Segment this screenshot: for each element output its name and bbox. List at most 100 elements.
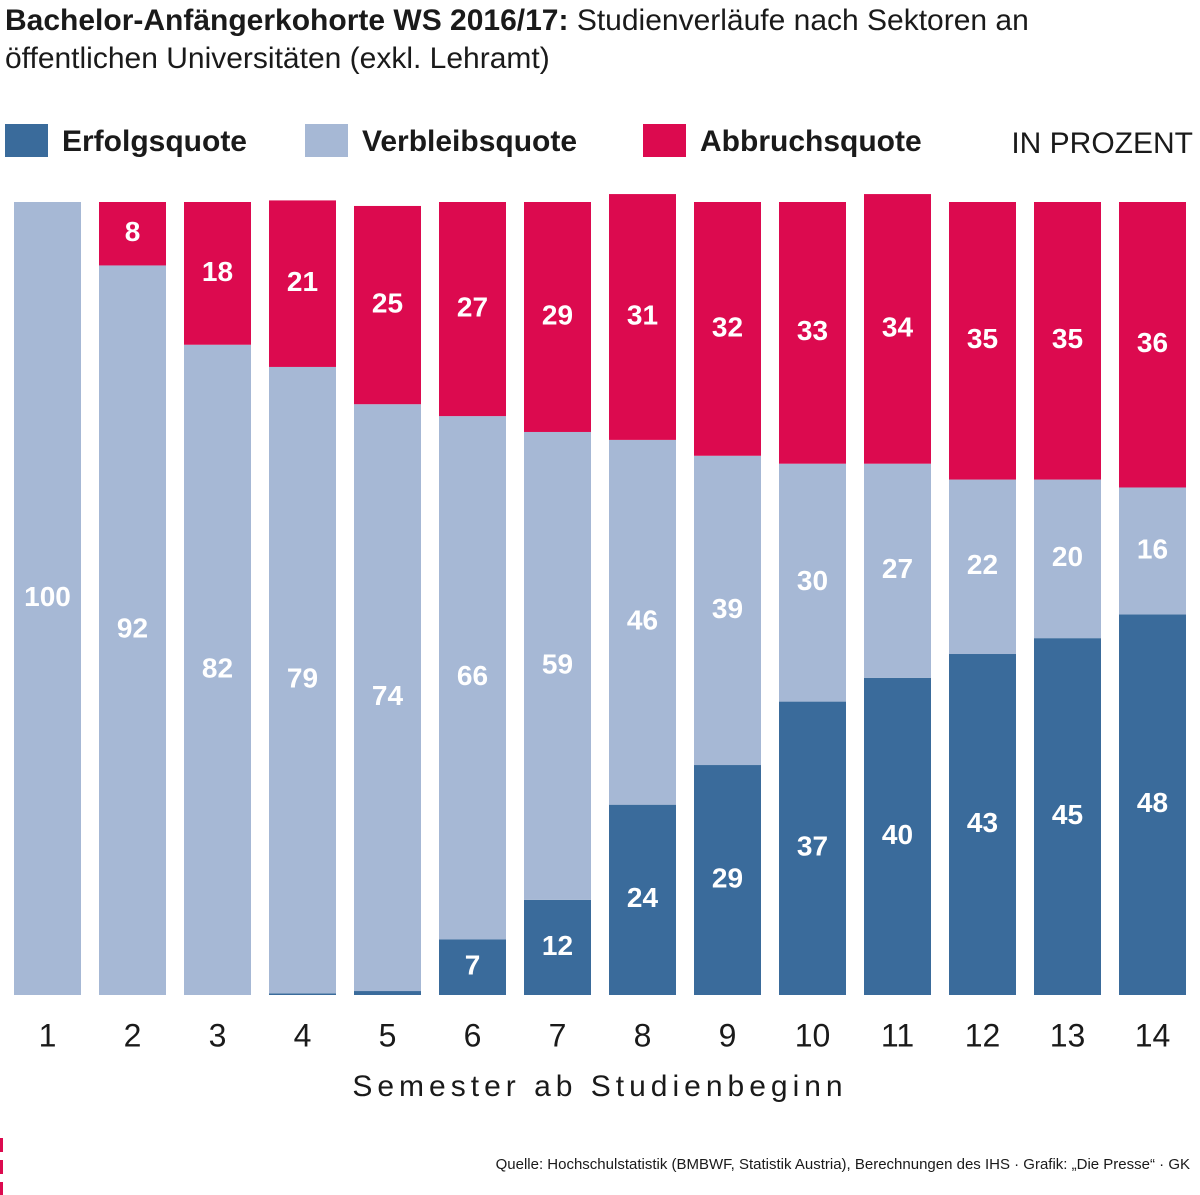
- bar-segment: [864, 677, 931, 995]
- decoration: [0, 1138, 3, 1152]
- data-label: 39: [712, 593, 743, 624]
- data-label: 27: [457, 291, 488, 322]
- bar-segment: [269, 993, 336, 995]
- data-label: 43: [967, 807, 998, 838]
- bar-segment: [354, 205, 421, 405]
- x-tick-label: 10: [795, 1017, 831, 1053]
- data-label: 24: [627, 882, 659, 913]
- bar-segment: [1034, 479, 1101, 639]
- x-tick-label: 6: [464, 1017, 482, 1053]
- bar-segment: [439, 202, 506, 417]
- bar-segment: [354, 404, 421, 992]
- data-label: 25: [372, 287, 403, 318]
- bar-segment: [779, 202, 846, 464]
- decoration: [0, 1160, 3, 1174]
- bar-segment: [439, 416, 506, 940]
- unit-label: IN PROZENT: [1011, 127, 1193, 160]
- legend-swatch: [5, 124, 48, 157]
- bar-segment: [354, 991, 421, 995]
- x-tick-label: 8: [634, 1017, 652, 1053]
- bar-segment: [99, 202, 166, 266]
- data-label: 37: [797, 831, 828, 862]
- bar-segment: [184, 344, 251, 995]
- bar-segment: [184, 202, 251, 345]
- data-label: 100: [24, 581, 71, 612]
- bar-segment: [1034, 638, 1101, 995]
- bar-segment: [694, 202, 761, 456]
- data-label: 79: [287, 663, 318, 694]
- x-tick-label: 3: [209, 1017, 227, 1053]
- chart-subtitle: Studienverläufe nach Sektoren an öffentl…: [5, 4, 1029, 75]
- legend-swatch: [643, 124, 686, 157]
- data-label: 22: [967, 549, 998, 580]
- data-label: 8: [125, 216, 141, 247]
- data-label: 21: [287, 266, 318, 297]
- x-tick-label: 13: [1050, 1017, 1086, 1053]
- bar-segment: [949, 654, 1016, 995]
- source: Quelle: Hochschulstatistik (BMBWF, Stati…: [496, 1156, 1190, 1173]
- bar-segment: [1034, 202, 1101, 480]
- data-label: 82: [202, 652, 233, 683]
- data-label: 40: [882, 819, 913, 850]
- decoration: [0, 1182, 3, 1195]
- data-label: 92: [117, 613, 148, 644]
- bar-segment: [864, 463, 931, 678]
- data-label: 45: [1052, 799, 1083, 830]
- bar-segment: [439, 939, 506, 995]
- data-label: 16: [1137, 533, 1168, 564]
- bar-segment: [524, 202, 591, 432]
- data-label: 29: [542, 299, 573, 330]
- data-label: 33: [797, 315, 828, 346]
- bar-segment: [1119, 202, 1186, 488]
- bar-segment: [609, 439, 676, 805]
- x-tick-label: 12: [965, 1017, 1001, 1053]
- legend-label: Verbleibsquote: [362, 125, 577, 158]
- x-tick-label: 2: [124, 1017, 142, 1053]
- data-label: 7: [465, 950, 481, 981]
- bar-segment: [779, 463, 846, 702]
- data-label: 36: [1137, 327, 1168, 358]
- data-label: 46: [627, 605, 658, 636]
- data-label: 35: [1052, 323, 1083, 354]
- x-tick-label: 4: [294, 1017, 312, 1053]
- legend-label: Abbruchsquote: [700, 125, 922, 158]
- bar-segment: [269, 200, 336, 367]
- bar-segment: [949, 479, 1016, 655]
- bar-segment: [1119, 614, 1186, 995]
- data-label: 27: [882, 553, 913, 584]
- bar-segment: [99, 265, 166, 995]
- x-tick-label: 14: [1135, 1017, 1171, 1053]
- bar-segment: [609, 804, 676, 995]
- data-label: 74: [372, 680, 404, 711]
- x-tick-label: 5: [379, 1017, 397, 1053]
- data-label: 20: [1052, 541, 1083, 572]
- chart-title: Bachelor-Anfängerkohorte WS 2016/17:: [5, 4, 569, 37]
- data-label: 31: [627, 299, 658, 330]
- x-tick-label: 11: [881, 1017, 914, 1053]
- data-label: 35: [967, 323, 998, 354]
- data-label: 12: [542, 930, 573, 961]
- bar-segment: [1119, 487, 1186, 615]
- x-tick-label: 7: [549, 1017, 567, 1053]
- header: Bachelor-Anfängerkohorte WS 2016/17: Stu…: [5, 2, 1190, 78]
- bar-segment: [609, 194, 676, 440]
- bar-segment: [864, 194, 931, 464]
- bar-segment: [694, 455, 761, 766]
- bar-segment: [694, 765, 761, 995]
- data-label: 48: [1137, 787, 1168, 818]
- data-label: 59: [542, 648, 573, 679]
- data-label: 34: [882, 311, 914, 342]
- bar-segment: [524, 899, 591, 995]
- data-label: 18: [202, 256, 233, 287]
- x-tick-label: 9: [719, 1017, 737, 1053]
- data-label: 32: [712, 311, 743, 342]
- legend-label: Erfolgsquote: [62, 125, 247, 158]
- data-label: 66: [457, 660, 488, 691]
- data-label: 29: [712, 862, 743, 893]
- legend-swatch: [305, 124, 348, 157]
- bar-segment: [949, 202, 1016, 480]
- bar-segment: [14, 202, 81, 995]
- bar-segment: [779, 701, 846, 995]
